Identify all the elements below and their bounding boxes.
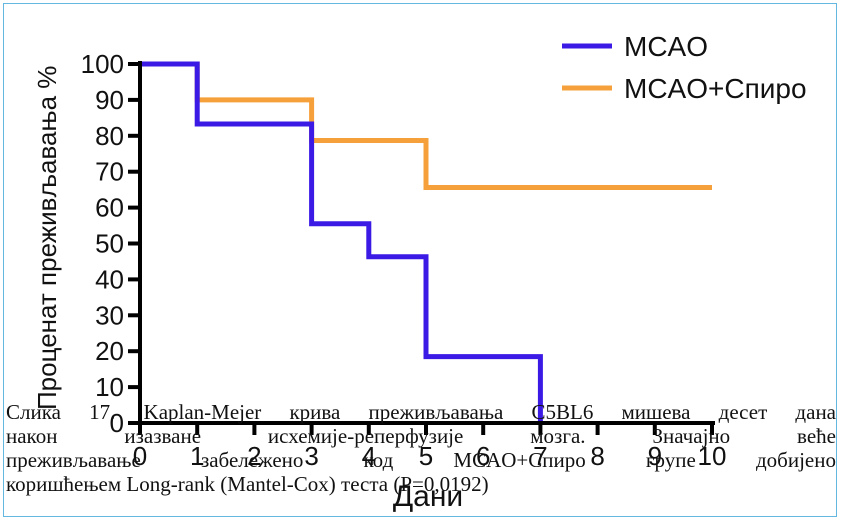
y-tick-label: 100 — [81, 49, 124, 79]
series-layer — [140, 61, 712, 423]
x-tick-label: 8 — [590, 441, 604, 471]
y-tick-label: 20 — [95, 336, 124, 366]
caption-line-3: преживљавање забележено код MCAO+Спиро г… — [6, 448, 836, 472]
x-tick-label: 7 — [533, 441, 547, 471]
x-tick-label: 5 — [419, 441, 433, 471]
axes-layer — [138, 61, 715, 425]
y-tick-label: 40 — [95, 264, 124, 294]
x-tick-label: 10 — [698, 441, 727, 471]
x-tick-label: 6 — [476, 441, 490, 471]
x-tick-label: 4 — [362, 441, 376, 471]
series-line-1 — [140, 61, 543, 423]
y-tick-label: 10 — [95, 372, 124, 402]
y-tick-label: 0 — [110, 408, 124, 438]
y-tick-label: 60 — [95, 193, 124, 223]
y-tick-label: 30 — [95, 300, 124, 330]
y-tick-label: 50 — [95, 229, 124, 259]
x-tick-label: 3 — [304, 441, 318, 471]
x-axis-title: Дани — [393, 480, 463, 513]
y-tick-label: 80 — [95, 121, 124, 151]
y-tick-label: 90 — [95, 85, 124, 115]
figure-caption: Слика 17. Kaplan-Mejer крива преживљавањ… — [6, 400, 836, 496]
caption-line-2: након изазване исхемије-реперфузије мозг… — [6, 424, 836, 448]
legend: MCAO MCAO+Спиро — [562, 31, 807, 104]
caption-line-4: коришћењем Long-rank (Mantel-Cox) теста … — [6, 472, 489, 496]
legend-label-2: MCAO+Спиро — [624, 73, 807, 104]
x-tick-label: 0 — [133, 441, 147, 471]
x-tick-label: 9 — [648, 441, 662, 471]
x-tick-label: 1 — [190, 441, 204, 471]
y-tick-label: 70 — [95, 157, 124, 187]
caption-line-1: Слика 17. Kaplan-Mejer крива преживљавањ… — [6, 400, 836, 424]
y-axis-title: Проценат преживљавања % — [32, 66, 62, 410]
ticks-layer: 0 10 20 30 40 50 60 70 80 90 100 0 1 2 3 4 5 6 7 8 9 10 — [81, 49, 727, 471]
x-tick-label: 2 — [247, 441, 261, 471]
legend-label-1: MCAO — [624, 31, 708, 62]
